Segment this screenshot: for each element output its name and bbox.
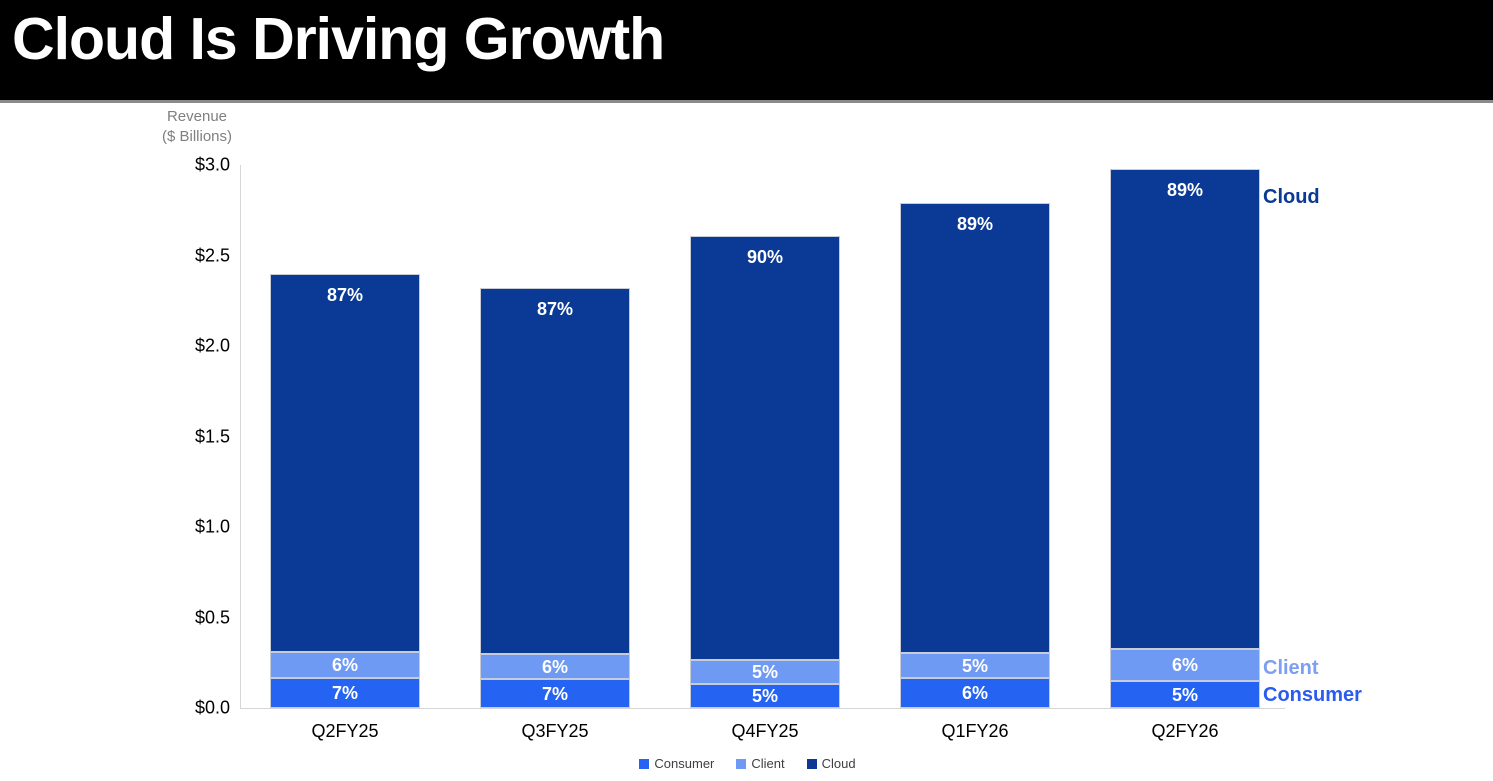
segment-client: 5%: [900, 653, 1050, 678]
bar-q2fy26: 89% 6% 5%: [1110, 169, 1260, 708]
chart-legend: Consumer Client Cloud: [240, 756, 1255, 771]
bar-q2fy25: 87% 6% 7%: [270, 274, 420, 708]
segment-percent-label: 89%: [1166, 180, 1204, 200]
segment-client: 6%: [480, 654, 630, 679]
series-label-client: Client: [1263, 657, 1319, 679]
segment-client: 5%: [690, 660, 840, 684]
segment-percent-label: 6%: [1171, 655, 1198, 675]
y-tick-label: $0.0: [194, 697, 230, 718]
bar-q3fy25: 87% 6% 7%: [480, 288, 630, 708]
segment-percent-label: 90%: [746, 247, 784, 267]
segment-percent-label: 87%: [536, 299, 574, 319]
legend-item-client: Client: [736, 756, 785, 771]
x-axis-label: Q3FY25: [521, 721, 589, 741]
y-axis-title: Revenue ($ Billions): [126, 107, 268, 147]
segment-consumer: 5%: [1110, 681, 1260, 708]
x-axis-label: Q4FY25: [731, 721, 799, 741]
slide-title: Cloud Is Driving Growth: [12, 6, 665, 72]
y-tick-label: $3.0: [194, 154, 230, 175]
legend-swatch-icon: [806, 758, 817, 769]
y-tick-label: $1.5: [194, 426, 230, 446]
segment-percent-label: 87%: [326, 285, 364, 305]
segment-cloud: 87%: [270, 274, 420, 652]
segment-percent-label: 5%: [961, 655, 988, 676]
x-axis-line: [240, 708, 1285, 709]
bar-q1fy26: 89% 5% 6%: [900, 203, 1050, 708]
segment-cloud: 87%: [480, 288, 630, 654]
legend-item-cloud: Cloud: [806, 756, 856, 771]
y-tick-label: $2.5: [194, 245, 230, 265]
y-axis-line: [240, 165, 241, 708]
segment-percent-label: 6%: [331, 655, 358, 675]
x-axis-label: Q2FY26: [1151, 721, 1219, 741]
segment-consumer: 7%: [270, 678, 420, 708]
segment-percent-label: 5%: [1171, 684, 1198, 705]
segment-percent-label: 6%: [961, 683, 988, 703]
x-axis-label: Q1FY26: [941, 721, 1009, 741]
segment-cloud: 89%: [900, 203, 1050, 653]
slide-header: Cloud Is Driving Growth: [0, 0, 1493, 103]
segment-cloud: 89%: [1110, 169, 1260, 649]
segment-percent-label: 5%: [751, 662, 778, 682]
y-tick-label: $2.0: [194, 335, 230, 356]
segment-cloud: 90%: [690, 236, 840, 660]
legend-label: Client: [751, 756, 785, 771]
bar-q4fy25: 90% 5% 5%: [690, 236, 840, 708]
segment-consumer: 6%: [900, 678, 1050, 708]
segment-consumer: 7%: [480, 679, 630, 708]
legend-swatch-icon: [736, 758, 747, 769]
y-tick-label: $0.5: [194, 607, 230, 627]
segment-consumer: 5%: [690, 684, 840, 708]
y-axis-title-line1: Revenue: [166, 108, 228, 125]
series-label-cloud: Cloud: [1263, 186, 1320, 208]
y-axis-title-line2: ($ Billions): [161, 128, 233, 145]
y-tick-label: $1.0: [194, 516, 230, 537]
segment-client: 6%: [1110, 649, 1260, 681]
series-label-consumer: Consumer: [1263, 684, 1362, 706]
legend-swatch-icon: [639, 758, 650, 769]
legend-label: Consumer: [654, 756, 715, 771]
legend-item-consumer: Consumer: [639, 756, 714, 771]
legend-label: Cloud: [821, 756, 856, 771]
x-axis-label: Q2FY25: [311, 721, 379, 741]
segment-percent-label: 7%: [331, 683, 358, 703]
segment-percent-label: 89%: [956, 214, 994, 234]
segment-percent-label: 6%: [541, 656, 568, 677]
segment-percent-label: 5%: [751, 686, 778, 706]
segment-percent-label: 7%: [541, 683, 568, 704]
segment-client: 6%: [270, 652, 420, 678]
